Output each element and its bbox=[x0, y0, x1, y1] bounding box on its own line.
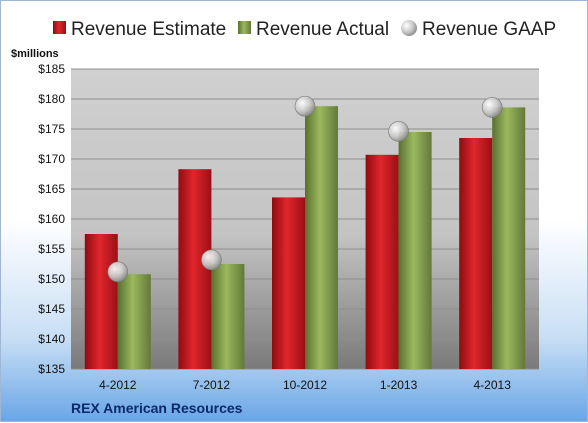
y-tick-label: $165 bbox=[38, 182, 65, 196]
y-tick-label: $135 bbox=[38, 362, 65, 376]
gaap-marker bbox=[294, 95, 316, 117]
bars bbox=[84, 106, 526, 370]
gaap-marker bbox=[481, 97, 503, 118]
legend-swatch-actual bbox=[238, 21, 251, 34]
legend-swatch-gaap bbox=[401, 20, 417, 36]
bar-revenue-estimate bbox=[84, 234, 118, 369]
bar-revenue-actual bbox=[211, 264, 245, 369]
bar-revenue-estimate bbox=[178, 169, 212, 369]
gaap-marker bbox=[107, 261, 129, 283]
bar-revenue-estimate bbox=[272, 197, 305, 369]
bar-revenue-actual bbox=[398, 132, 432, 369]
x-tick-label: 4-2013 bbox=[474, 378, 512, 392]
bar-revenue-estimate bbox=[459, 138, 493, 369]
company-name: REX American Resources bbox=[71, 400, 243, 416]
bar-revenue-estimate bbox=[365, 154, 399, 369]
y-tick-label: $175 bbox=[38, 122, 65, 136]
y-axis-unit-label: $millions bbox=[11, 48, 59, 60]
legend-item-revenue-actual: Revenue Actual bbox=[238, 19, 389, 40]
y-tick-label: $140 bbox=[38, 332, 65, 346]
x-tick-label: 10-2012 bbox=[283, 378, 327, 392]
gaap-marker bbox=[201, 249, 222, 271]
gaap-markers bbox=[107, 95, 503, 283]
y-axis-ticks: $135 $140 $145 $150 $155 $160 $165 $170 $175 $180… bbox=[38, 62, 65, 376]
x-tick-label: 7-2012 bbox=[193, 378, 231, 392]
bar-revenue-actual bbox=[492, 107, 526, 370]
y-tick-label: $180 bbox=[38, 92, 65, 106]
x-tick-label: 1-2013 bbox=[380, 378, 418, 392]
gaap-marker bbox=[388, 121, 409, 142]
y-tick-label: $170 bbox=[38, 152, 65, 166]
x-axis-ticks: 4-2012 7-2012 10-2012 1-2013 4-2013 bbox=[99, 378, 511, 392]
legend-label-actual: Revenue Actual bbox=[256, 19, 389, 40]
y-tick-label: $160 bbox=[38, 212, 65, 226]
bar-revenue-actual bbox=[305, 106, 338, 369]
y-tick-label: $145 bbox=[38, 302, 65, 316]
y-tick-label: $185 bbox=[38, 62, 65, 76]
y-tick-label: $150 bbox=[38, 272, 65, 286]
x-tick-label: 4-2012 bbox=[99, 378, 137, 392]
legend-label-estimate: Revenue Estimate bbox=[71, 19, 226, 40]
legend-swatch-estimate bbox=[53, 21, 66, 34]
legend-item-revenue-gaap: Revenue GAAP bbox=[401, 19, 556, 40]
y-tick-label: $155 bbox=[38, 242, 65, 256]
legend-label-gaap: Revenue GAAP bbox=[422, 19, 556, 40]
legend-item-revenue-estimate: Revenue Estimate bbox=[53, 19, 226, 40]
bar-revenue-actual bbox=[117, 274, 151, 369]
legend: Revenue Estimate Revenue Actual Revenue … bbox=[53, 19, 556, 40]
